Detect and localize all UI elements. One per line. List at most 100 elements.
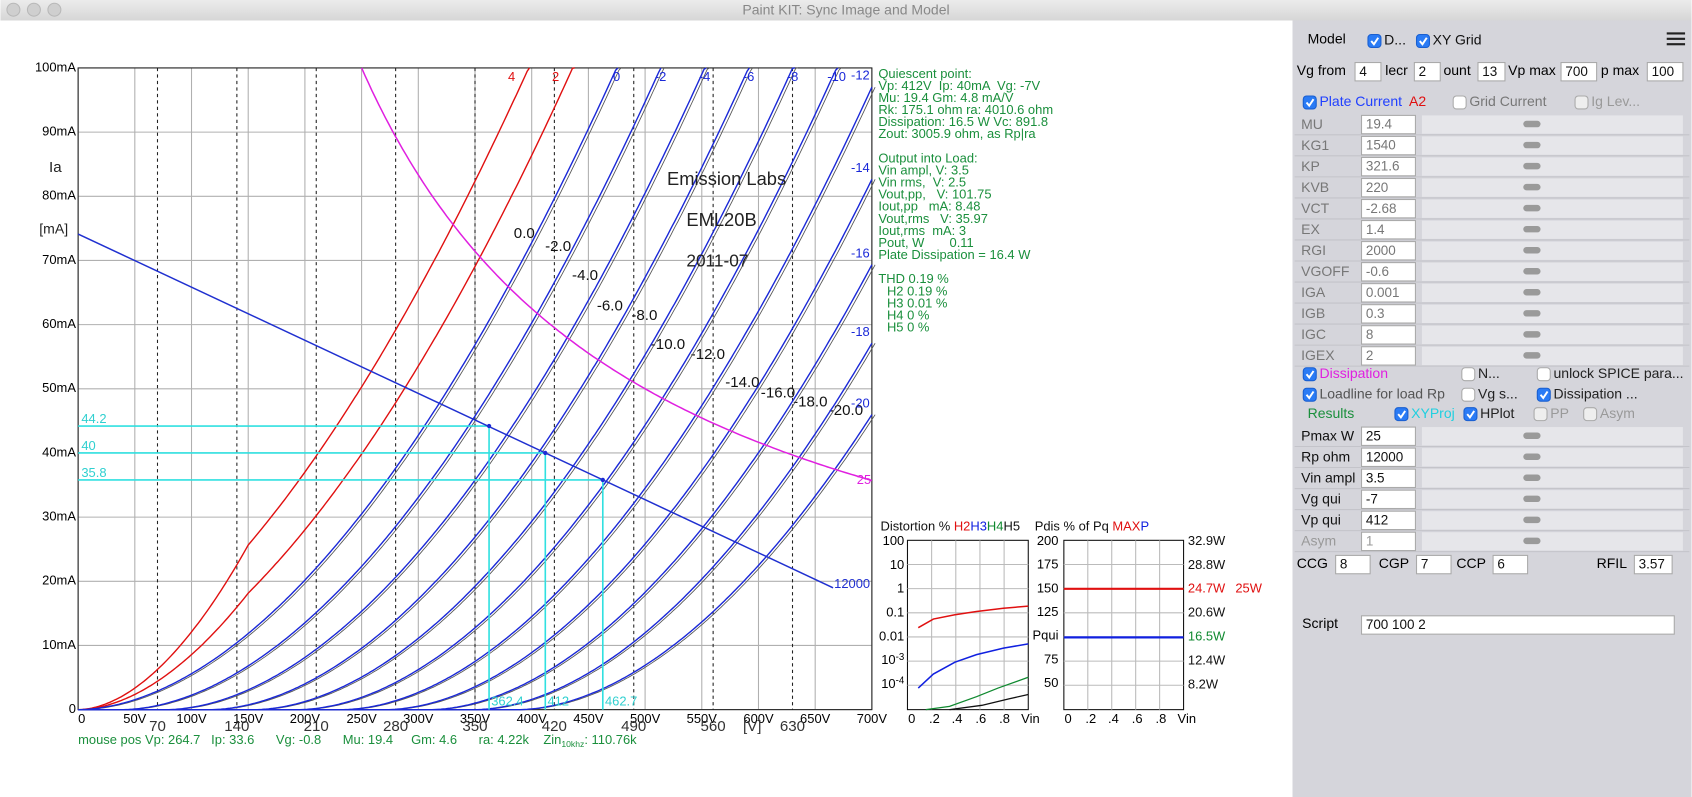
- menu-icon[interactable]: [1666, 37, 1686, 40]
- text-input[interactable]: [1360, 220, 1416, 240]
- text-input[interactable]: [1492, 554, 1529, 575]
- checkbox[interactable]: [1302, 387, 1317, 402]
- text-input[interactable]: [1360, 304, 1416, 324]
- slider-track[interactable]: [1421, 469, 1683, 488]
- slider-track[interactable]: [1421, 136, 1683, 155]
- slider-knob[interactable]: [1523, 432, 1541, 439]
- zoom-button[interactable]: [47, 2, 62, 17]
- checkbox[interactable]: [1533, 407, 1548, 422]
- checkbox[interactable]: [1367, 33, 1382, 48]
- checkbox[interactable]: [1461, 387, 1476, 402]
- slider-knob[interactable]: [1523, 246, 1541, 254]
- text-input[interactable]: [1560, 62, 1598, 82]
- text-input[interactable]: [1633, 554, 1673, 575]
- slider-track[interactable]: [1421, 532, 1683, 551]
- slider-knob[interactable]: [1523, 120, 1541, 128]
- menu-icon[interactable]: [1666, 32, 1686, 35]
- slider-track[interactable]: [1421, 325, 1683, 345]
- slider-knob[interactable]: [1523, 537, 1541, 545]
- checkbox[interactable]: [1302, 367, 1317, 382]
- slider-knob[interactable]: [1523, 204, 1541, 212]
- image-curve: [81, 264, 876, 711]
- slider-knob[interactable]: [1523, 331, 1541, 338]
- text-input[interactable]: [1360, 615, 1675, 635]
- max-label: 25W: [1235, 580, 1262, 595]
- text-input[interactable]: [1646, 62, 1684, 82]
- close-button[interactable]: [6, 2, 21, 17]
- slider-knob[interactable]: [1523, 183, 1541, 191]
- slider-knob[interactable]: [1523, 268, 1541, 275]
- y-tick-label: 175: [1037, 557, 1059, 572]
- slider-knob[interactable]: [1523, 289, 1541, 296]
- minimize-button[interactable]: [26, 2, 41, 17]
- checkbox[interactable]: [1463, 407, 1478, 422]
- text-input[interactable]: [1360, 177, 1416, 198]
- curve-label: -20: [851, 395, 870, 410]
- slider-track[interactable]: [1421, 304, 1683, 324]
- checkbox[interactable]: [1574, 95, 1589, 110]
- text-input[interactable]: [1360, 156, 1416, 177]
- text-input[interactable]: [1360, 241, 1416, 261]
- slider-track[interactable]: [1421, 157, 1683, 176]
- slider-track[interactable]: [1421, 115, 1683, 134]
- checkbox[interactable]: [1302, 95, 1317, 110]
- text-input[interactable]: [1360, 346, 1416, 366]
- slider-track[interactable]: [1421, 448, 1683, 467]
- checkbox[interactable]: [1583, 407, 1598, 422]
- slider-knob[interactable]: [1523, 352, 1541, 359]
- y-tick-label: 70mA: [42, 252, 76, 267]
- text-input[interactable]: [1360, 510, 1416, 531]
- text-input[interactable]: [1415, 554, 1452, 575]
- text-input[interactable]: [1360, 531, 1416, 552]
- text-input[interactable]: [1360, 468, 1416, 489]
- checkbox[interactable]: [1415, 33, 1430, 48]
- slider-track[interactable]: [1421, 262, 1683, 281]
- x-tick-label: .8: [1156, 711, 1167, 726]
- slider-knob[interactable]: [1523, 474, 1541, 482]
- slider-track[interactable]: [1421, 199, 1683, 218]
- slider-track[interactable]: [1421, 490, 1683, 509]
- slider-knob[interactable]: [1523, 310, 1541, 317]
- text-input[interactable]: [1360, 426, 1416, 446]
- slider-track[interactable]: [1421, 346, 1683, 366]
- slider-knob[interactable]: [1523, 162, 1541, 170]
- text-input[interactable]: [1360, 262, 1416, 282]
- slider-knob[interactable]: [1523, 516, 1541, 524]
- menu-icon[interactable]: [1666, 43, 1686, 46]
- checkbox[interactable]: [1536, 367, 1551, 382]
- slider-track[interactable]: [1421, 178, 1683, 197]
- checkbox[interactable]: [1452, 95, 1467, 110]
- text-input[interactable]: [1360, 325, 1416, 345]
- text-input[interactable]: [1360, 135, 1416, 156]
- base: 10: [881, 676, 895, 691]
- y2-tick-label: 8.2W: [1188, 676, 1219, 691]
- text-input[interactable]: [1477, 62, 1506, 82]
- text-input[interactable]: [1360, 447, 1416, 467]
- slider-track[interactable]: [1421, 220, 1683, 239]
- slider-track[interactable]: [1421, 283, 1683, 302]
- x-tick-label: 150V: [233, 711, 264, 726]
- param-name: IGA: [1301, 284, 1326, 300]
- slider-knob[interactable]: [1523, 495, 1541, 503]
- text-input[interactable]: [1413, 62, 1441, 82]
- slider-knob[interactable]: [1523, 225, 1541, 233]
- text-input[interactable]: [1335, 554, 1371, 575]
- checkbox[interactable]: [1394, 407, 1409, 422]
- projection-ia-label: 40: [81, 438, 95, 453]
- text-input[interactable]: [1360, 283, 1416, 303]
- slider-track[interactable]: [1421, 427, 1683, 446]
- text-input[interactable]: [1360, 198, 1416, 219]
- slider-track[interactable]: [1421, 511, 1683, 530]
- text-input[interactable]: [1354, 62, 1382, 82]
- slider-knob[interactable]: [1523, 453, 1541, 460]
- input-value: 700 100 2: [1366, 617, 1426, 632]
- slider-knob[interactable]: [1523, 141, 1541, 149]
- slider-track[interactable]: [1421, 241, 1683, 260]
- y2-tick-label: 20.6W: [1188, 605, 1226, 620]
- x-tick-label: 350V: [460, 711, 491, 726]
- checkbox[interactable]: [1461, 367, 1476, 382]
- checkbox[interactable]: [1536, 387, 1551, 402]
- pdis-title: Pdis % of Pq MAXP: [1035, 519, 1149, 534]
- text-input[interactable]: [1360, 114, 1416, 135]
- text-input[interactable]: [1360, 489, 1416, 510]
